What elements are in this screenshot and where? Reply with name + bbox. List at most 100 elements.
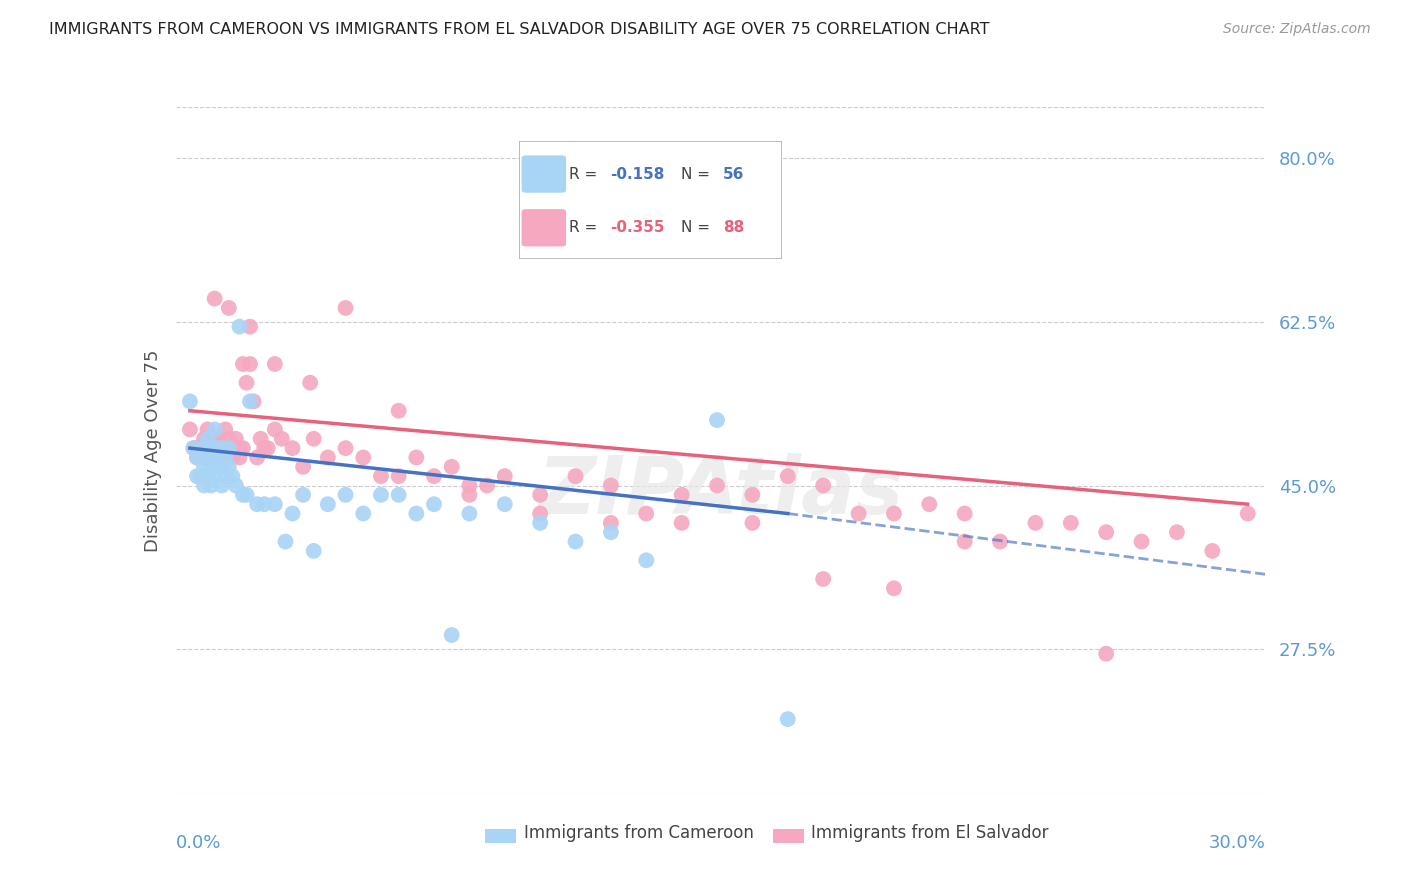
- Point: [193, 450, 215, 465]
- Point: [988, 534, 1011, 549]
- Point: [883, 507, 905, 521]
- Point: [246, 497, 269, 511]
- Point: [228, 450, 250, 465]
- Point: [232, 357, 254, 371]
- Point: [218, 459, 240, 474]
- Point: [228, 441, 250, 455]
- Point: [352, 507, 374, 521]
- Point: [179, 394, 201, 409]
- Point: [1166, 525, 1188, 540]
- Point: [218, 301, 240, 315]
- Point: [741, 516, 763, 530]
- Point: [263, 357, 285, 371]
- Point: [564, 534, 586, 549]
- Point: [204, 422, 226, 436]
- Text: Source: ZipAtlas.com: Source: ZipAtlas.com: [1223, 22, 1371, 37]
- Point: [388, 469, 411, 483]
- Point: [1060, 516, 1083, 530]
- Point: [918, 497, 941, 511]
- Point: [494, 497, 516, 511]
- Point: [388, 403, 411, 417]
- Point: [636, 507, 658, 521]
- Point: [1095, 525, 1118, 540]
- Point: [186, 450, 208, 465]
- Point: [1024, 516, 1046, 530]
- Point: [197, 469, 219, 483]
- Point: [186, 469, 208, 483]
- Point: [671, 488, 693, 502]
- Point: [204, 469, 226, 483]
- Point: [1201, 544, 1223, 558]
- Point: [211, 441, 233, 455]
- Point: [458, 478, 481, 492]
- Point: [494, 469, 516, 483]
- Point: [316, 497, 339, 511]
- Point: [1130, 534, 1153, 549]
- Point: [186, 441, 208, 455]
- Point: [953, 534, 976, 549]
- Point: [335, 441, 357, 455]
- Point: [204, 441, 226, 455]
- Point: [204, 292, 226, 306]
- Point: [183, 441, 205, 455]
- Point: [225, 441, 247, 455]
- Point: [458, 507, 481, 521]
- Point: [207, 459, 229, 474]
- Point: [423, 497, 446, 511]
- Text: IMMIGRANTS FROM CAMEROON VS IMMIGRANTS FROM EL SALVADOR DISABILITY AGE OVER 75 C: IMMIGRANTS FROM CAMEROON VS IMMIGRANTS F…: [49, 22, 990, 37]
- Point: [232, 488, 254, 502]
- Point: [405, 507, 427, 521]
- Point: [193, 432, 215, 446]
- Text: 0.0%: 0.0%: [176, 834, 221, 852]
- Point: [207, 441, 229, 455]
- Point: [200, 478, 222, 492]
- Point: [239, 357, 262, 371]
- Point: [599, 478, 621, 492]
- Point: [440, 459, 463, 474]
- Point: [211, 478, 233, 492]
- Point: [529, 516, 551, 530]
- Point: [811, 572, 834, 586]
- Point: [475, 478, 498, 492]
- Point: [599, 525, 621, 540]
- Point: [370, 488, 392, 502]
- Point: [270, 432, 292, 446]
- Point: [281, 441, 304, 455]
- Text: Immigrants from El Salvador: Immigrants from El Salvador: [811, 824, 1049, 842]
- Point: [183, 441, 205, 455]
- Point: [352, 450, 374, 465]
- Text: Immigrants from Cameroon: Immigrants from Cameroon: [524, 824, 754, 842]
- Point: [193, 459, 215, 474]
- Point: [207, 432, 229, 446]
- Text: 30.0%: 30.0%: [1209, 834, 1265, 852]
- Point: [221, 441, 243, 455]
- Point: [599, 516, 621, 530]
- Point: [190, 450, 212, 465]
- Point: [218, 441, 240, 455]
- Point: [1095, 647, 1118, 661]
- Point: [232, 441, 254, 455]
- Point: [218, 432, 240, 446]
- Point: [225, 478, 247, 492]
- Point: [671, 516, 693, 530]
- Point: [221, 450, 243, 465]
- Point: [263, 497, 285, 511]
- Point: [200, 441, 222, 455]
- Point: [292, 488, 315, 502]
- Point: [529, 488, 551, 502]
- Point: [440, 628, 463, 642]
- Point: [253, 497, 276, 511]
- Point: [186, 450, 208, 465]
- Point: [302, 544, 325, 558]
- Point: [200, 450, 222, 465]
- Point: [193, 441, 215, 455]
- Point: [636, 553, 658, 567]
- Point: [239, 394, 262, 409]
- Point: [316, 450, 339, 465]
- Point: [204, 450, 226, 465]
- Point: [193, 478, 215, 492]
- Point: [235, 488, 257, 502]
- Point: [218, 441, 240, 455]
- Point: [253, 441, 276, 455]
- Point: [211, 459, 233, 474]
